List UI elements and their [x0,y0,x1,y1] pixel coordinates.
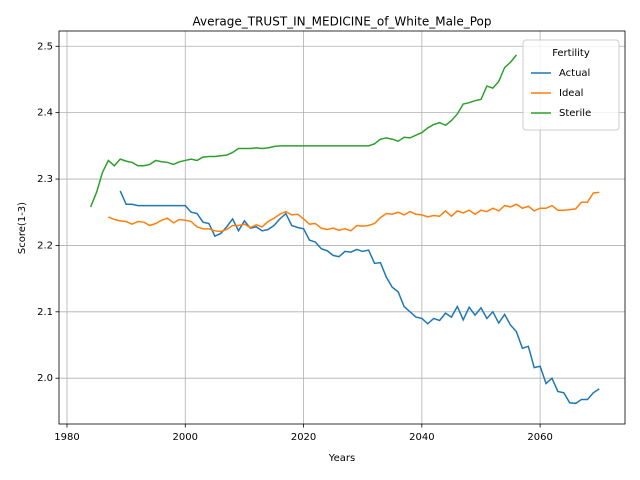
x-tick-label: 2020 [291,432,316,443]
y-tick-label: 2.1 [37,307,53,318]
line-series [108,191,600,233]
chart-title: Average_TRUST_IN_MEDICINE_of_White_Male_… [192,15,491,29]
y-tick-label: 2.0 [37,373,53,384]
y-tick-label: 2.5 [37,41,53,52]
line-series [119,190,600,405]
plot-frame [58,30,626,425]
y-tick-label: 2.2 [37,240,53,251]
legend-box [522,39,620,131]
x-tick-label: 2060 [527,432,552,443]
x-tick-label: 1980 [54,432,79,443]
line-series [89,54,518,208]
legend-title: Fertility [552,48,590,59]
x-tick-label: 2000 [173,432,198,443]
x-axis-label: Years [328,453,355,464]
y-axis-label: Score(1-3) [17,202,28,254]
y-tick-label: 2.4 [37,108,53,119]
x-tick-label: 2040 [409,432,434,443]
legend-label: Actual [559,68,590,79]
legend-label: Ideal [559,88,583,99]
legend-label: Sterile [559,108,591,119]
y-tick-label: 2.3 [37,174,53,185]
